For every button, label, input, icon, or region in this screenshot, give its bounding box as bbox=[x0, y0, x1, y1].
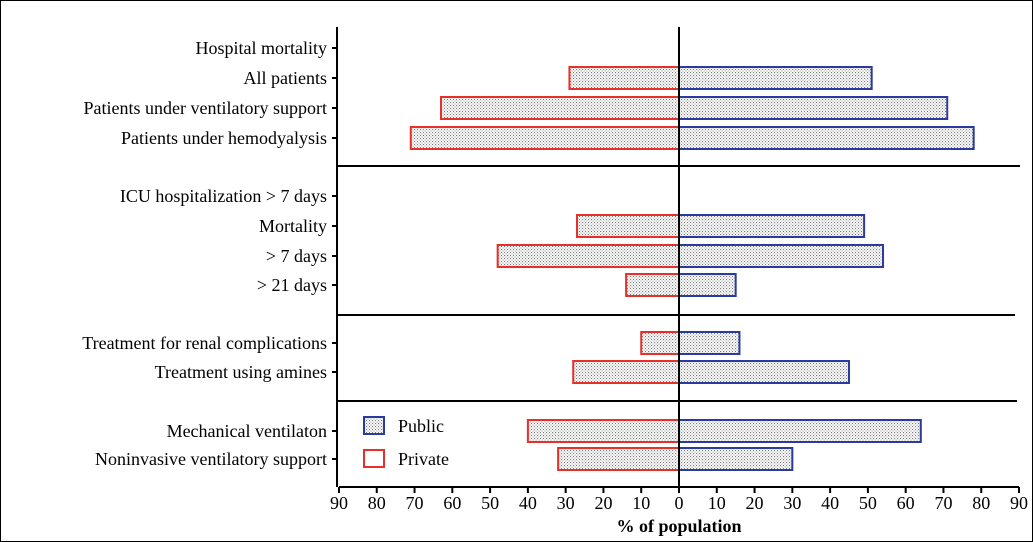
bar-private bbox=[575, 214, 681, 238]
bar-private bbox=[496, 244, 680, 268]
category-label: Patients under hemodyalysis bbox=[121, 128, 327, 148]
legend-label-private: Private bbox=[398, 449, 449, 469]
x-tick-label: 90 bbox=[330, 493, 348, 513]
bar-public bbox=[678, 96, 949, 120]
bar-public bbox=[678, 66, 873, 90]
x-tick-label: 10 bbox=[632, 493, 650, 513]
bar-public bbox=[678, 214, 866, 238]
x-tick-label: 40 bbox=[519, 493, 537, 513]
x-tick-label: 80 bbox=[972, 493, 990, 513]
x-tick-label: 70 bbox=[934, 493, 952, 513]
x-axis-label: % of population bbox=[616, 516, 741, 536]
x-tick-label: 20 bbox=[746, 493, 764, 513]
axes-layer: 90 80 70 60 50 40 30 20 10 0 10 20 30 40 50 60 70 80 90 % o… bbox=[330, 27, 1028, 536]
x-tick-label: 20 bbox=[594, 493, 612, 513]
category-label: Mechanical ventilaton bbox=[167, 421, 327, 441]
category-label: ICU hospitalization > 7 days bbox=[120, 186, 327, 206]
legend: Public Private bbox=[363, 416, 449, 469]
x-tick-label: 90 bbox=[1010, 493, 1028, 513]
bar-public bbox=[678, 331, 741, 355]
x-tick-label: 70 bbox=[406, 493, 424, 513]
x-tick-label: 60 bbox=[897, 493, 915, 513]
bar-private bbox=[409, 126, 680, 150]
x-tick-label: 10 bbox=[708, 493, 726, 513]
bar-private bbox=[568, 66, 680, 90]
bar-private bbox=[526, 419, 680, 443]
category-label: Hospital mortality bbox=[196, 38, 327, 58]
category-label: Treatment for renal complications bbox=[82, 333, 327, 353]
bar-public bbox=[678, 447, 794, 471]
category-labels: Hospital mortality All patients Patients u… bbox=[82, 38, 327, 469]
bar-public bbox=[678, 273, 737, 297]
x-tick-label: 0 bbox=[675, 493, 684, 513]
bar-private bbox=[572, 360, 680, 384]
x-tick-label: 50 bbox=[481, 493, 499, 513]
category-label: Noninvasive ventilatory support bbox=[95, 449, 327, 469]
category-label: > 21 days bbox=[257, 275, 327, 295]
x-tick-label: 30 bbox=[783, 493, 801, 513]
category-label: Mortality bbox=[259, 216, 327, 236]
x-tick-label: 60 bbox=[443, 493, 461, 513]
x-tick-label: 30 bbox=[557, 493, 575, 513]
category-label: Treatment using amines bbox=[155, 362, 327, 382]
category-label: All patients bbox=[244, 68, 328, 88]
bar-public bbox=[678, 419, 922, 443]
category-label: > 7 days bbox=[266, 246, 327, 266]
category-label: Patients under ventilatory support bbox=[84, 98, 327, 118]
bar-public bbox=[678, 244, 885, 268]
bars-layer bbox=[409, 66, 975, 471]
bar-private bbox=[557, 447, 681, 471]
x-tick-label: 40 bbox=[821, 493, 839, 513]
bar-private bbox=[439, 96, 680, 120]
bar-public bbox=[678, 126, 975, 150]
bar-private bbox=[640, 331, 680, 355]
bar-private bbox=[625, 273, 680, 297]
x-tick-label: 50 bbox=[859, 493, 877, 513]
legend-swatch-public bbox=[363, 416, 385, 435]
legend-swatch-private bbox=[363, 449, 385, 468]
legend-label-public: Public bbox=[398, 416, 444, 436]
bar-public bbox=[678, 360, 851, 384]
x-tick-label: 80 bbox=[368, 493, 386, 513]
